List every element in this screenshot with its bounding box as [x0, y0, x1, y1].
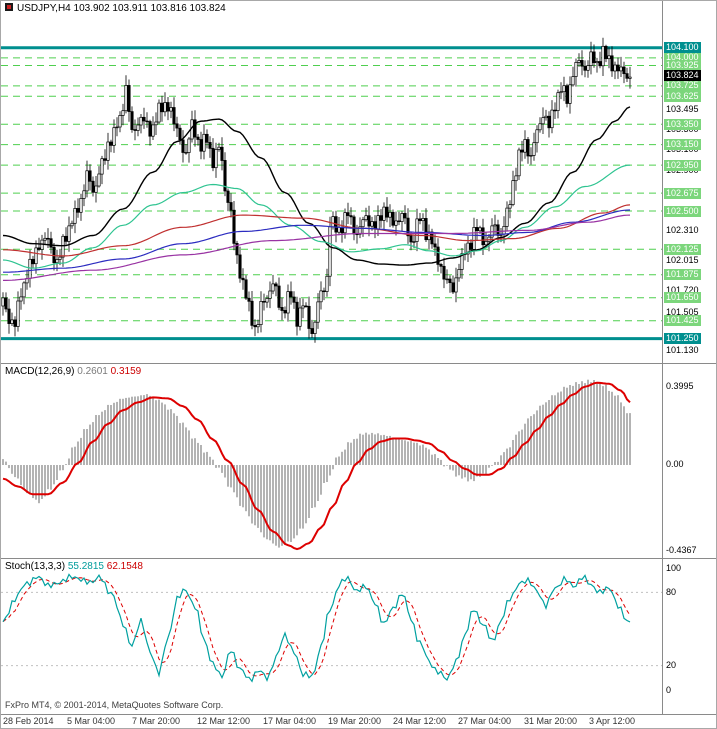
stochastic-chart[interactable] [1, 559, 662, 714]
macd-current-value: 0.2601 [77, 366, 108, 377]
stoch-main-line [2, 573, 631, 683]
price-grid-label: 103.150 [664, 139, 701, 151]
time-label: 12 Mar 12:00 [197, 716, 251, 726]
stochastic-axis[interactable]: 100 80 20 0 [662, 559, 716, 714]
macd-chart[interactable] [1, 364, 662, 558]
stoch-signal-line [2, 577, 631, 677]
ma-green-line [2, 164, 631, 269]
price-grid-label: 103.350 [664, 118, 701, 130]
time-label: 3 Apr 12:00 [589, 716, 636, 726]
price-grid-label: 103.725 [664, 80, 701, 92]
price-grid-label: 101.875 [664, 269, 701, 281]
time-label: 24 Mar 12:00 [393, 716, 447, 726]
ma-blue-line [3, 209, 631, 273]
time-label: 28 Feb 2014 [3, 716, 54, 726]
price-grid-label: 101.650 [664, 292, 701, 304]
horizontal-level-lines [1, 46, 662, 341]
macd-histogram [2, 379, 631, 548]
chart-title: USDJPY,H4 103.902 103.911 103.816 103.82… [17, 3, 226, 14]
main-chart-panel: 103.495103.300103.100102.900102.310102.0… [1, 1, 716, 364]
price-label: 103.495 [666, 103, 699, 114]
candles-group [1, 37, 632, 343]
price-grid-label: 101.425 [664, 315, 701, 327]
grid-lines [1, 57, 662, 322]
price-label: 101.130 [666, 345, 699, 356]
time-label: 19 Mar 20:00 [328, 716, 382, 726]
stoch-axis-label: 0 [666, 684, 672, 695]
copyright-text: FxPro MT4, © 2001-2014, MetaQuotes Softw… [5, 700, 224, 710]
ma-red-line [3, 204, 631, 257]
stoch-signal-value: 62.1548 [106, 561, 143, 572]
chart-symbol-icon [5, 3, 13, 11]
time-label: 5 Mar 04:00 [67, 716, 116, 726]
stoch-axis-label: 80 [666, 586, 677, 597]
price-grid-label: 103.625 [664, 90, 701, 102]
stoch-axis-label: 20 [666, 660, 677, 671]
macd-axis-label: 0.3995 [666, 381, 694, 392]
price-level-label: 104.100 [664, 42, 701, 54]
stoch-title-bar: Stoch(13,3,3) 55.2815 62.1548 [5, 561, 143, 572]
time-label: 31 Mar 20:00 [524, 716, 578, 726]
price-label: 102.015 [666, 255, 699, 265]
macd-signal-value: 0.3159 [110, 366, 142, 377]
price-label: 101.720 [666, 285, 699, 296]
stoch-current-value: 55.2815 [67, 561, 104, 572]
price-grid-label: 103.925 [664, 60, 701, 72]
macd-axis[interactable]: 0.3995 0.00 -0.4367 [662, 364, 716, 558]
price-grid-label: 102.125 [664, 243, 701, 255]
macd-panel: 0.3995 0.00 -0.4367 MACD(12,26,9) 0.2601 0… [1, 364, 716, 559]
candlestick-chart[interactable] [1, 1, 662, 363]
macd-title: MACD(12,26,9) [5, 366, 75, 377]
price-grid-label: 102.500 [664, 205, 701, 217]
time-label: 27 Mar 04:00 [458, 716, 512, 726]
ma-black-line [2, 106, 631, 266]
stoch-title: Stoch(13,3,3) [5, 561, 66, 572]
price-label: 101.505 [666, 307, 699, 318]
time-label: 7 Mar 20:00 [132, 716, 181, 726]
price-level-label: 101.250 [664, 333, 701, 345]
macd-axis-label: -0.4367 [666, 544, 697, 555]
stochastic-panel: 100 80 20 0 Stoch(13,3,3) 55.2815 62.1548 F… [1, 559, 716, 715]
price-grid-label: 102.950 [664, 159, 701, 171]
time-label: 17 Mar 04:00 [263, 716, 317, 726]
macd-signal-line [2, 381, 631, 551]
stoch-axis-label: 100 [666, 562, 682, 573]
price-label: 102.310 [666, 224, 699, 235]
chart-title-bar: USDJPY,H4 103.902 103.911 103.816 103.82… [5, 3, 226, 14]
macd-axis-label: 0.00 [666, 459, 684, 470]
time-axis[interactable]: 28 Feb 2014 5 Mar 04:00 7 Mar 20:00 12 Mar … [1, 715, 716, 728]
price-axis[interactable]: 103.495103.300103.100102.900102.310102.0… [662, 1, 716, 363]
current-price-label: 103.824 [664, 70, 701, 82]
price-grid-label: 102.675 [664, 187, 701, 199]
macd-title-bar: MACD(12,26,9) 0.2601 0.3159 [5, 366, 141, 377]
price-grid-label: 104.000 [664, 52, 701, 64]
ma-purple-line [3, 214, 631, 281]
